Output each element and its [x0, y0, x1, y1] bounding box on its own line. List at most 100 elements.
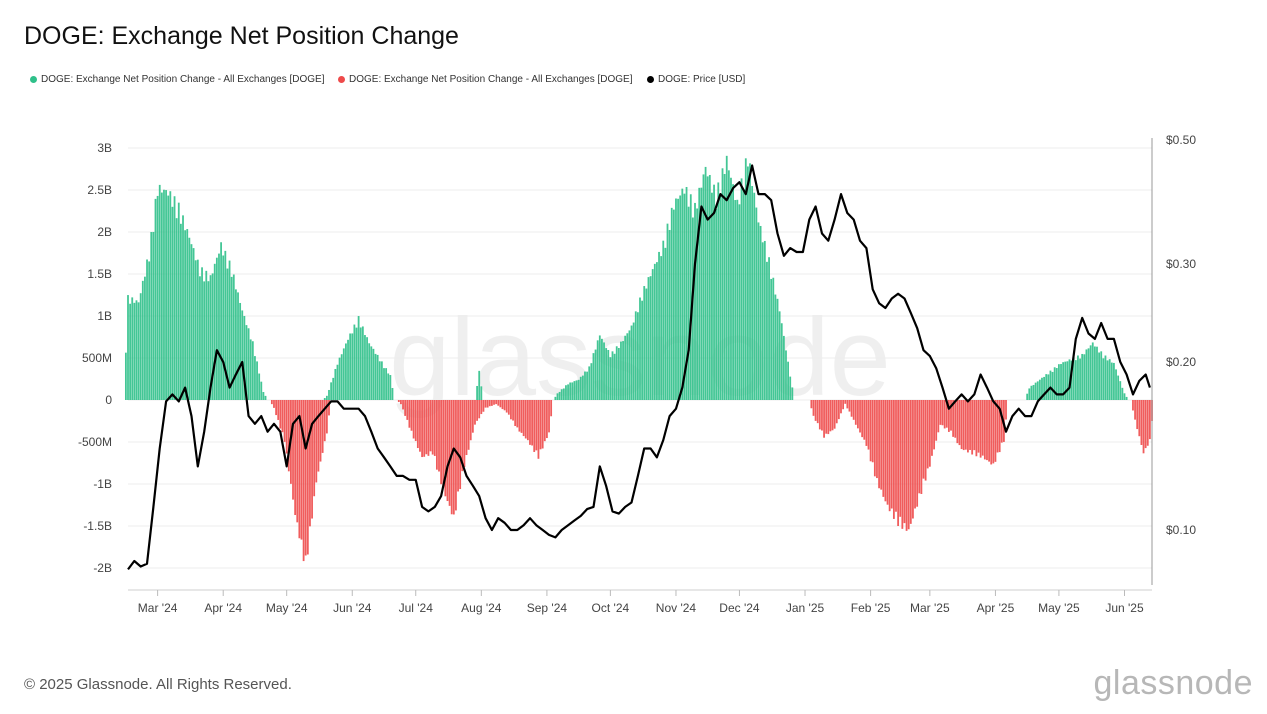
net-change-bar	[137, 302, 140, 400]
net-change-bar	[736, 199, 739, 400]
net-change-bar	[1000, 400, 1003, 443]
net-change-bar	[328, 389, 330, 400]
net-change-bar	[196, 259, 199, 400]
net-change-bar	[780, 323, 783, 400]
net-change-bar	[334, 368, 337, 400]
net-change-bar	[529, 400, 531, 445]
net-change-bar	[355, 327, 358, 400]
net-change-bar	[1083, 354, 1086, 400]
net-change-bar	[524, 400, 527, 439]
y-tick-label: 1B	[97, 309, 112, 323]
net-change-bar	[397, 400, 400, 403]
net-change-bar	[482, 400, 485, 412]
net-change-bar	[647, 277, 650, 400]
net-change-bar	[844, 400, 847, 404]
net-change-bar	[755, 207, 758, 400]
net-change-bar	[1146, 400, 1149, 446]
brand-logo: glassnode	[1093, 664, 1253, 702]
net-change-bar	[408, 400, 411, 428]
net-change-bar	[461, 400, 464, 472]
net-change-bar	[368, 343, 371, 400]
net-change-bar	[374, 353, 377, 400]
legend-item-price[interactable]: DOGE: Price [USD]	[647, 74, 745, 85]
net-change-bar	[455, 400, 457, 511]
net-change-bar	[649, 276, 652, 400]
net-change-bar	[486, 400, 489, 408]
net-change-bar	[209, 275, 212, 400]
net-change-bar	[954, 400, 957, 438]
net-change-bar	[956, 400, 959, 444]
net-change-bar	[385, 368, 388, 400]
net-change-bar	[533, 400, 536, 452]
net-change-bar	[226, 268, 229, 400]
net-change-bar	[1104, 355, 1107, 400]
net-change-bar	[154, 198, 157, 400]
net-change-bar	[548, 400, 550, 433]
net-change-bar	[235, 289, 237, 400]
x-tick-label: May '24	[266, 601, 308, 615]
net-change-bar	[237, 292, 239, 400]
net-change-bar	[950, 400, 952, 431]
net-change-bar	[275, 400, 277, 416]
net-change-bar	[785, 350, 787, 400]
net-change-bar	[239, 302, 242, 400]
net-change-bar	[156, 195, 159, 400]
net-change-bar	[480, 400, 483, 415]
net-change-bar	[359, 327, 362, 400]
net-change-bar	[1132, 400, 1134, 411]
net-change-bar	[971, 400, 974, 455]
net-change-bar	[829, 400, 832, 432]
net-change-bar	[1045, 374, 1048, 400]
net-change-bar	[531, 400, 533, 446]
net-change-bar	[135, 300, 138, 400]
net-change-bar	[376, 354, 379, 400]
net-change-bar	[330, 382, 333, 400]
net-change-bar	[127, 295, 129, 400]
net-change-bar	[230, 276, 233, 400]
net-change-bar	[245, 325, 248, 400]
net-change-bar	[945, 400, 948, 428]
net-change-bar	[751, 186, 754, 400]
net-change-bar	[601, 338, 603, 400]
net-change-bar	[1036, 381, 1039, 400]
net-change-bar	[605, 348, 608, 400]
net-change-bar	[562, 388, 565, 400]
legend-item-inflow[interactable]: DOGE: Exchange Net Position Change - All…	[30, 74, 324, 85]
net-change-bar	[759, 225, 762, 400]
net-change-bar	[753, 192, 756, 400]
legend-dot-green-icon	[30, 76, 37, 83]
legend-item-outflow[interactable]: DOGE: Exchange Net Position Change - All…	[338, 74, 632, 85]
net-change-bar	[351, 333, 354, 400]
net-change-bar	[757, 222, 760, 400]
net-change-bar	[194, 260, 197, 400]
net-change-bar	[730, 177, 732, 400]
net-change-bar	[573, 381, 576, 400]
net-change-bar	[990, 400, 993, 465]
net-change-bar	[241, 310, 244, 400]
net-change-bar	[770, 278, 773, 400]
net-change-bar	[488, 400, 491, 407]
net-change-bar	[774, 294, 777, 400]
net-change-bar	[854, 400, 857, 425]
chart-title: DOGE: Exchange Net Position Change	[24, 22, 459, 50]
net-change-bar	[152, 231, 155, 400]
net-change-bar	[539, 400, 542, 450]
net-change-bar	[400, 400, 402, 405]
net-change-bar	[313, 400, 316, 497]
net-change-bar	[1148, 400, 1151, 440]
price-tick-label: $0.20	[1166, 355, 1196, 369]
net-change-bar	[814, 400, 817, 421]
net-change-bar	[812, 400, 815, 416]
net-change-bar	[188, 237, 191, 400]
net-change-bar	[232, 274, 235, 400]
net-change-bar	[560, 389, 563, 400]
net-change-bar	[133, 302, 136, 400]
net-change-bar	[294, 400, 297, 516]
net-change-bar	[899, 400, 902, 517]
net-change-bar	[501, 400, 504, 410]
net-change-bar	[505, 400, 508, 413]
net-change-bar	[842, 400, 845, 410]
net-change-bar	[943, 400, 946, 429]
net-change-bar	[131, 297, 134, 400]
